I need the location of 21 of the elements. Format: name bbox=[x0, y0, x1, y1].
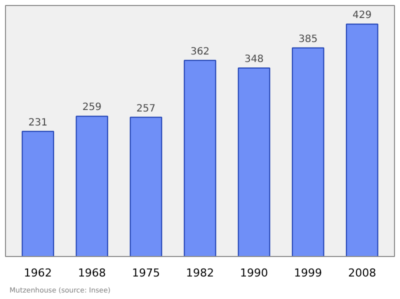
bar bbox=[130, 116, 162, 256]
bar bbox=[76, 116, 108, 256]
data-label: 259 bbox=[82, 102, 102, 114]
bar bbox=[346, 24, 378, 256]
x-tick-label: 1982 bbox=[186, 266, 214, 280]
x-tick-label: 1990 bbox=[240, 266, 268, 280]
x-tick-label: 2008 bbox=[348, 266, 376, 280]
data-label: 348 bbox=[244, 54, 264, 65]
bar bbox=[292, 47, 324, 256]
data-label: 362 bbox=[190, 46, 210, 58]
data-label: 257 bbox=[136, 103, 156, 114]
x-tick-label: 1999 bbox=[294, 266, 322, 280]
bar bbox=[22, 130, 54, 256]
data-label: 429 bbox=[352, 10, 372, 22]
data-label: 231 bbox=[28, 117, 48, 128]
bar bbox=[184, 60, 216, 256]
x-tick-label: 1975 bbox=[132, 266, 160, 280]
data-label: 385 bbox=[298, 34, 318, 45]
x-tick-label: 1968 bbox=[78, 266, 106, 280]
bar bbox=[238, 67, 270, 256]
x-tick-label: 1962 bbox=[24, 266, 52, 280]
